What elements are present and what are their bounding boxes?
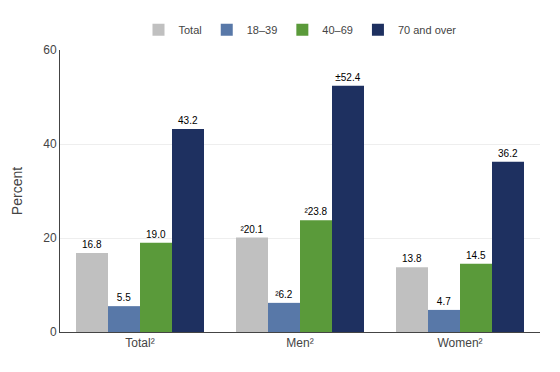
svg-text:13.8: 13.8: [402, 253, 422, 264]
svg-text:Men²: Men²: [286, 336, 313, 350]
svg-text:Percent: Percent: [9, 167, 25, 215]
svg-text:Total²: Total²: [125, 336, 154, 350]
svg-text:4.7: 4.7: [437, 296, 451, 307]
svg-text:16.8: 16.8: [82, 239, 102, 250]
svg-text:40: 40: [43, 137, 57, 151]
svg-text:Women²: Women²: [437, 336, 482, 350]
svg-text:5.5: 5.5: [117, 292, 131, 303]
svg-text:19.0: 19.0: [146, 229, 166, 240]
svg-text:40–69: 40–69: [322, 24, 353, 36]
svg-text:36.2: 36.2: [498, 148, 518, 159]
svg-text:43.2: 43.2: [178, 115, 198, 126]
svg-text:14.5: 14.5: [466, 250, 486, 261]
svg-text:60: 60: [43, 43, 57, 57]
svg-text:0: 0: [50, 325, 57, 339]
svg-text:²20.1: ²20.1: [240, 224, 263, 235]
svg-text:²6.2: ²6.2: [275, 289, 293, 300]
svg-text:70 and over: 70 and over: [398, 24, 456, 36]
svg-text:²23.8: ²23.8: [304, 206, 327, 217]
svg-text:Total: Total: [179, 24, 202, 36]
svg-text:±52.4: ±52.4: [335, 72, 360, 83]
svg-text:18–39: 18–39: [247, 24, 278, 36]
svg-text:20: 20: [43, 231, 57, 245]
